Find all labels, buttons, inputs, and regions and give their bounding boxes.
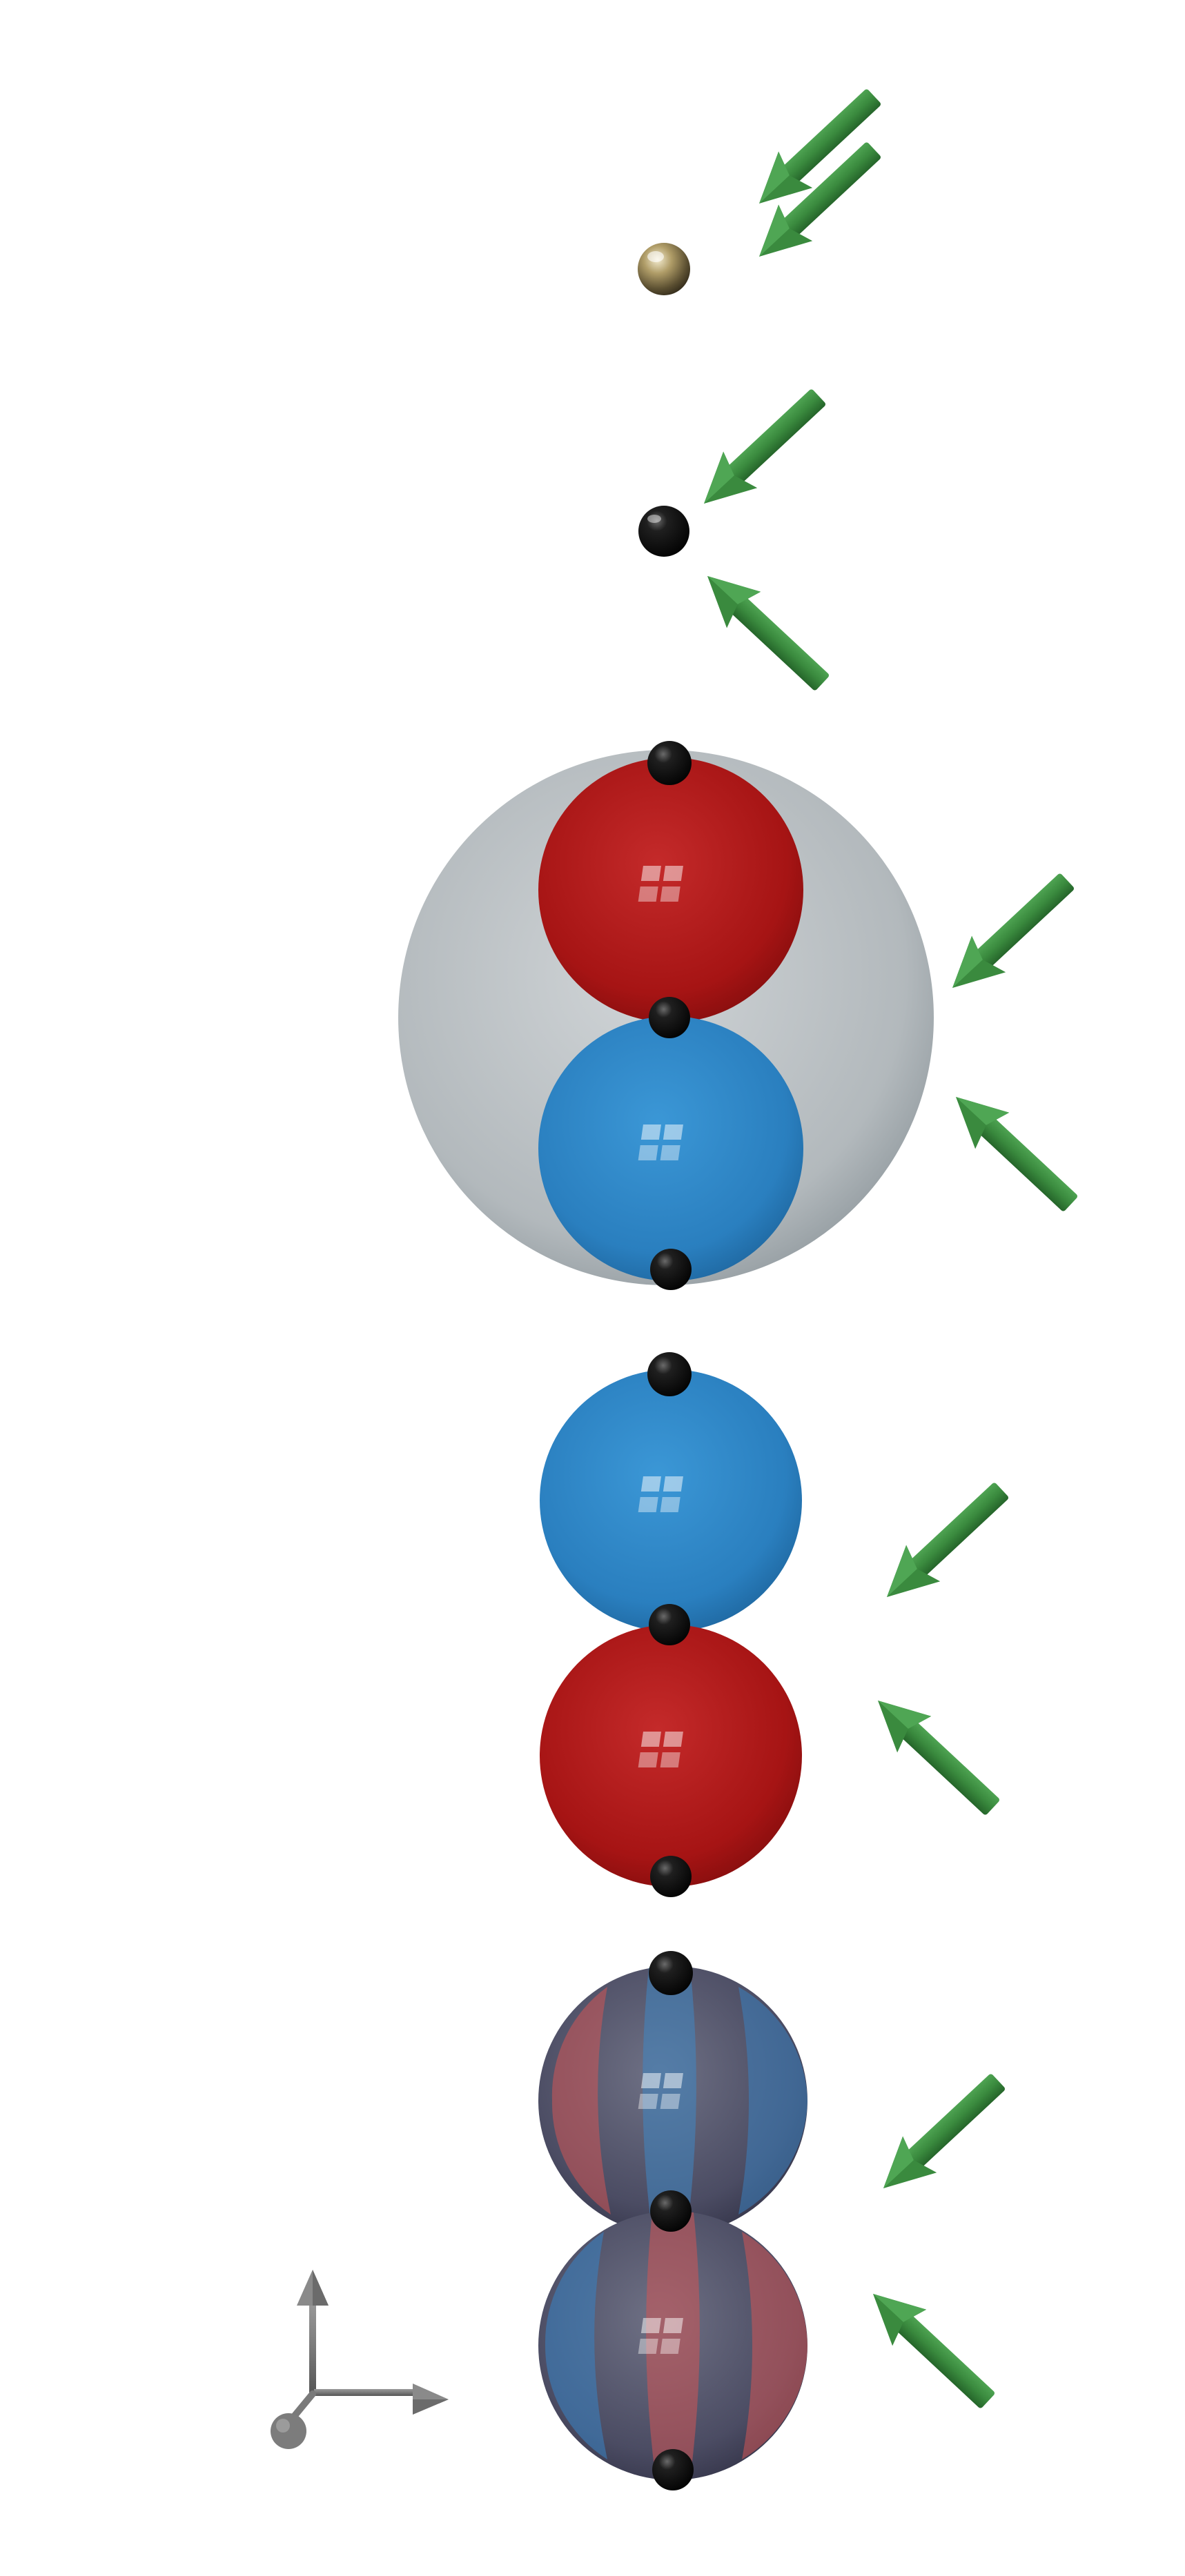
panel-striped-dimer — [538, 1951, 1016, 2490]
outgoing-arrow-icon — [939, 1078, 1088, 1222]
panel-gold-atom — [638, 78, 892, 295]
black-atom-cap — [650, 2190, 692, 2232]
panel-blue-red-dimer — [540, 1352, 1019, 1897]
incoming-arrow-icon — [866, 2063, 1016, 2207]
panel-black-atom — [638, 378, 840, 702]
incoming-arrow-icon — [870, 1472, 1019, 1616]
gold-atom-sphere — [638, 243, 690, 295]
black-atom-cap — [650, 1249, 692, 1290]
black-atom-sphere — [638, 506, 689, 557]
outgoing-arrow-icon — [861, 1682, 1010, 1826]
black-atom-cap — [649, 1604, 690, 1645]
black-atom-cap — [652, 2449, 694, 2490]
incoming-arrow-icon — [935, 862, 1085, 1007]
outgoing-arrow-icon — [690, 557, 840, 702]
black-atom-cap — [649, 997, 690, 1038]
striped-lobe-sphere — [538, 2211, 807, 2480]
black-atom-cap — [647, 1352, 692, 1396]
xyz-axes-icon — [271, 2270, 449, 2449]
panel-shell-dimer — [398, 741, 1088, 1290]
striped-lobe-sphere — [538, 1966, 807, 2235]
black-atom-cap — [650, 1856, 692, 1897]
outgoing-arrow-icon — [856, 2275, 1006, 2419]
black-atom-cap — [647, 741, 692, 785]
black-atom-cap — [649, 1951, 693, 1995]
incoming-arrow-icon — [687, 378, 836, 522]
